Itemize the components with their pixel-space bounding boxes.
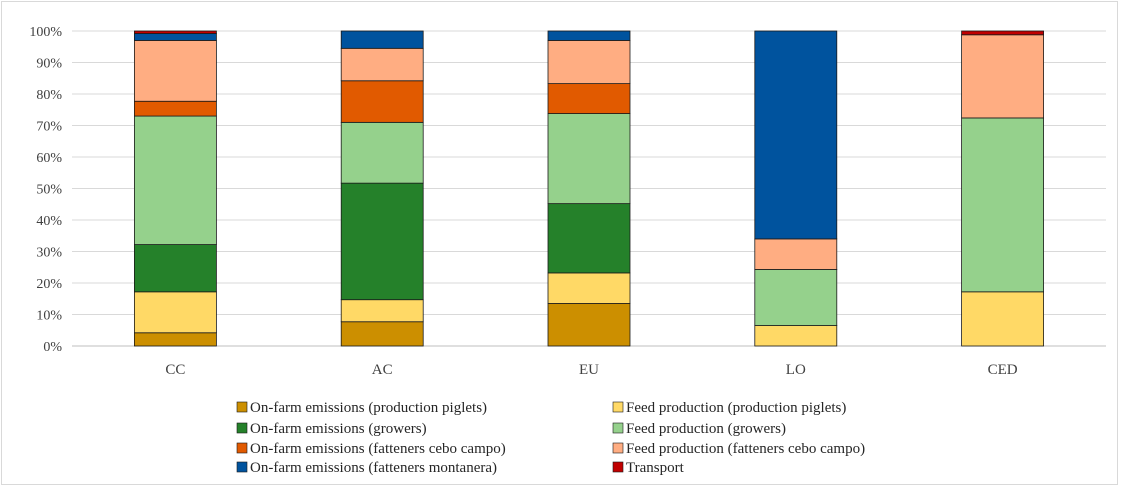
y-tick-label: 80% bbox=[36, 88, 62, 103]
bar-segment-lo-1 bbox=[754, 325, 838, 347]
y-tick-label: 50% bbox=[36, 183, 62, 198]
bar-segment-eu-6 bbox=[547, 30, 631, 41]
bars bbox=[133, 30, 1044, 347]
bar-segment-ac-0 bbox=[340, 321, 424, 347]
y-tick-label: 60% bbox=[36, 151, 62, 166]
bar-segment-lo-5 bbox=[754, 238, 838, 270]
bar-segment-ced-3 bbox=[961, 117, 1044, 293]
bar-segment-ac-5 bbox=[340, 47, 424, 82]
legend-swatch bbox=[236, 401, 248, 413]
y-tick-label: 70% bbox=[36, 120, 62, 135]
legend-label: On-farm emissions (growers) bbox=[250, 421, 427, 437]
bar-segment-eu-4 bbox=[547, 83, 631, 114]
legend-label: Feed production (growers) bbox=[626, 421, 786, 437]
bar-segment-eu-1 bbox=[547, 272, 631, 304]
bar-segment-cc-0 bbox=[133, 332, 217, 347]
legend-label: On-farm emissions (fatteners cebo campo) bbox=[250, 441, 506, 457]
bar-segment-ac-6 bbox=[340, 30, 424, 49]
bar-segment-lo-3 bbox=[754, 269, 838, 326]
bar-segment-cc-3 bbox=[133, 115, 217, 245]
legend-swatch bbox=[612, 442, 624, 454]
legend-swatch bbox=[612, 461, 624, 473]
bar-segment-ac-3 bbox=[340, 121, 424, 184]
x-tick-label-ced: CED bbox=[988, 362, 1018, 378]
legend-swatch bbox=[612, 422, 624, 434]
bar-segment-eu-3 bbox=[547, 113, 631, 205]
bar-segment-cc-7 bbox=[133, 30, 217, 34]
bar-segment-ac-1 bbox=[340, 299, 424, 323]
bar-segment-ced-7 bbox=[961, 30, 1044, 36]
legend-label: On-farm emissions (fatteners montanera) bbox=[250, 460, 497, 476]
bar-segment-cc-2 bbox=[133, 244, 217, 293]
bar-segment-ac-4 bbox=[340, 80, 424, 123]
legend-swatch bbox=[236, 442, 248, 454]
y-tick-label: 10% bbox=[36, 309, 62, 324]
legend-swatch bbox=[236, 422, 248, 434]
bar-segment-ac-2 bbox=[340, 182, 424, 301]
x-axis: CC AC EU LO CED bbox=[165, 362, 1017, 378]
bar-segment-cc-5 bbox=[133, 40, 217, 102]
legend: On-farm emissions (production piglets) Fe… bbox=[236, 400, 865, 476]
y-tick-label: 100% bbox=[29, 25, 62, 40]
y-axis-ticks: 0% 10% 20% 30% 40% 50% 60% 70% 80% 90% 100% bbox=[29, 25, 62, 355]
legend-label: Transport bbox=[626, 460, 685, 476]
legend-label: Feed production (production piglets) bbox=[626, 400, 846, 416]
legend-swatch bbox=[236, 461, 248, 473]
y-tick-label: 90% bbox=[36, 57, 62, 72]
x-tick-label-eu: EU bbox=[579, 362, 599, 378]
bar-segment-eu-5 bbox=[547, 40, 631, 85]
y-tick-label: 0% bbox=[43, 340, 62, 355]
legend-swatch bbox=[612, 401, 624, 413]
bar-segment-cc-1 bbox=[133, 291, 217, 334]
bar-segment-lo-6 bbox=[754, 30, 838, 240]
y-tick-label: 30% bbox=[36, 246, 62, 261]
x-tick-label-ac: AC bbox=[372, 362, 393, 378]
x-tick-label-lo: LO bbox=[786, 362, 806, 378]
bar-segment-eu-2 bbox=[547, 203, 631, 274]
bar-segment-eu-0 bbox=[547, 303, 631, 347]
y-tick-label: 20% bbox=[36, 277, 62, 292]
bar-segment-ced-1 bbox=[961, 291, 1044, 347]
x-tick-label-cc: CC bbox=[165, 362, 185, 378]
legend-label: On-farm emissions (production piglets) bbox=[250, 400, 487, 416]
bar-segment-ced-5 bbox=[961, 34, 1044, 119]
y-tick-label: 40% bbox=[36, 214, 62, 229]
bar-segment-cc-6 bbox=[133, 33, 217, 41]
legend-label: Feed production (fatteners cebo campo) bbox=[626, 441, 865, 457]
bar-segment-cc-4 bbox=[133, 100, 217, 117]
